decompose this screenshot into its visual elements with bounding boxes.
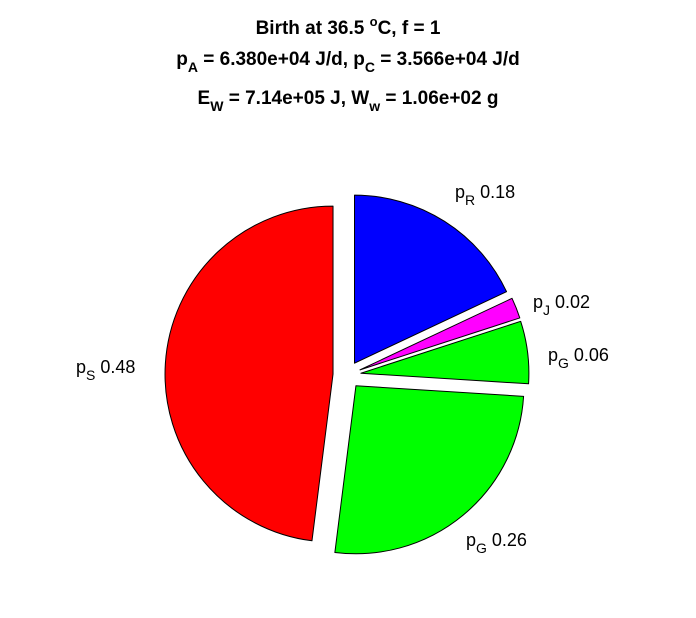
pie-slice-pj-1	[359, 297, 521, 371]
pie-slices	[164, 194, 530, 555]
pie-slice-ps-4	[164, 205, 334, 542]
pie-slice-pr-0	[354, 194, 508, 364]
pie-slice-pg-3	[334, 385, 525, 555]
slice-label-4: pS 0.48	[76, 357, 135, 383]
pie-slice-pg-2	[360, 320, 530, 385]
chart-title-line-3: EW = 7.14e+05 J, Ww = 1.06e+02 g	[198, 88, 499, 114]
pie-labels: pR 0.18 pJ 0.02 pG 0.06 pG 0.26 pS 0.48	[76, 182, 609, 556]
slice-label-3: pG 0.26	[466, 530, 527, 556]
slice-label-0: pR 0.18	[455, 182, 515, 208]
chart-title-line-1: Birth at 36.5 oC, f = 1	[256, 14, 441, 39]
slice-label-2: pG 0.06	[548, 345, 609, 371]
chart-title-line-2: pA = 6.380e+04 J/d, pC = 3.566e+04 J/d	[176, 49, 520, 75]
slice-label-1: pJ 0.02	[533, 292, 590, 318]
